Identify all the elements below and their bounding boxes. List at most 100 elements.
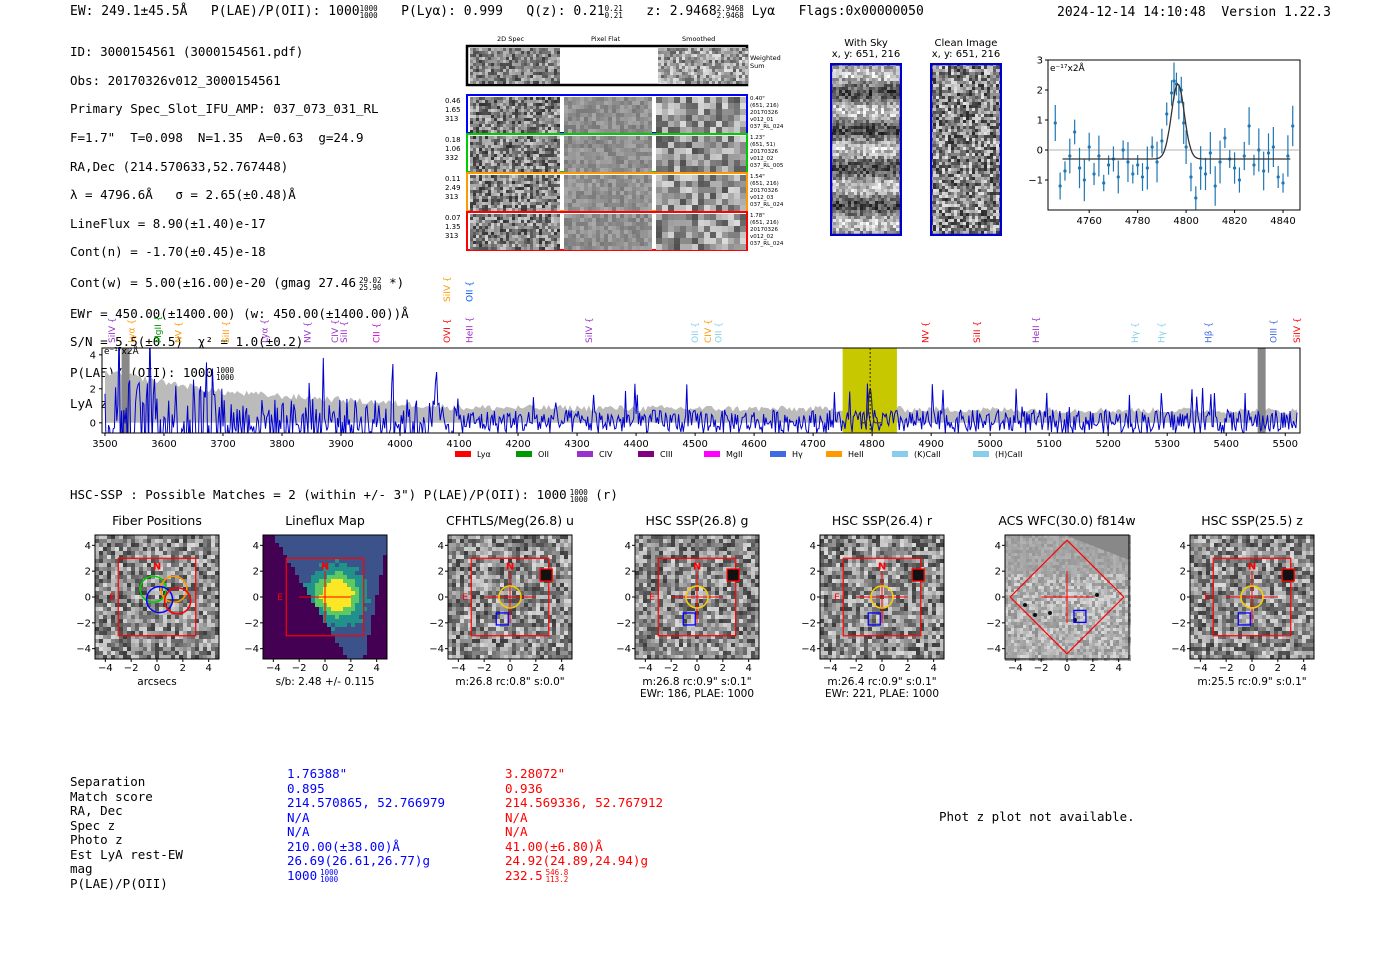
full-spectrum-chart: 3500 3600 3700 3800 3900 4000 4100 4200 4300 4400… <box>90 276 1303 459</box>
match-label: Est LyA rest-EW <box>70 846 183 862</box>
header-right: 2024-12-14 14:10:48 Version 1.22.3 <box>1057 5 1331 20</box>
match1-marker <box>1073 609 1087 624</box>
zoom-data-point <box>1136 163 1140 167</box>
m2-value: 3.28072" <box>505 766 566 781</box>
panel-ytick-label: 0 <box>253 593 259 604</box>
panel-ytick-label: 2 <box>85 567 91 578</box>
spectrum-line-label: OII { <box>715 322 725 343</box>
panel-image-7: N E −4 −4 −2 −2 0 0 2 2 4 4 <box>1171 534 1315 674</box>
spectrum-line-label: CII { <box>372 323 382 343</box>
spectrum-line-label: CIV { <box>704 319 714 343</box>
spectrum-xtick-label: 5400 <box>1214 439 1239 450</box>
panel-ytick-label: 4 <box>1180 541 1186 552</box>
m2-value: 214.569336, 52.767912 <box>505 795 664 810</box>
spectrum-error-envelope <box>104 370 1298 423</box>
zoom-data-point <box>1281 181 1285 185</box>
panel-xtick-label: 2 <box>1275 663 1281 674</box>
east-marker: E <box>277 593 283 603</box>
match2-values: 3.28072" 0.936 214.569336, 52.767912 N/A N/A… <box>505 766 664 884</box>
spectrum-xtick-label: 3700 <box>210 439 235 450</box>
panel-ytick-label: −4 <box>244 644 259 655</box>
cutout-left-label: 0.18 <box>445 136 461 144</box>
cutout-left-label: 1.35 <box>445 223 461 231</box>
col-smoothed: Smoothed <box>682 35 716 43</box>
cutout-pixelflat <box>564 214 652 250</box>
match2-marker <box>911 568 925 582</box>
with-sky-image <box>830 63 902 236</box>
info-ewr: EWr = 450.00(±1400.00) (w: 450.00(±1400.… <box>70 305 409 321</box>
clean-image-title: Clean Image x, y: 651, 216 <box>930 38 1002 60</box>
header-ew: EW: 249.1±45.5Å <box>70 4 188 19</box>
panel-ytick-label: 4 <box>810 541 816 552</box>
panel-xtick-label: −2 <box>849 663 864 674</box>
legend-label: HeII <box>848 450 864 459</box>
legend-swatch <box>826 451 842 457</box>
cutout-left-label: 313 <box>445 193 458 201</box>
spectrum-line-label: SiIV { <box>1293 317 1303 343</box>
match-labels: Separation Match score RA, Dec Spec z Photo … <box>70 774 183 891</box>
panel-ytick-label: 0 <box>438 593 444 604</box>
cutout-smoothed <box>656 214 746 250</box>
legend-label: OII <box>538 450 549 459</box>
east-marker: E <box>109 593 115 603</box>
spectrum-ylabel: e⁻¹⁷x2Å <box>104 345 140 357</box>
acs-source <box>1023 603 1027 607</box>
panel-ytick-label: 0 <box>625 593 631 604</box>
info-contw-text: Cont(w) = 5.00(±16.00)e-20 (gmag 27.46 <box>70 275 356 291</box>
zoom-data-point <box>1257 148 1261 152</box>
panel-xtick-label: −2 <box>1034 663 1049 674</box>
cutout-right-label: 037_RL_005 <box>750 163 784 169</box>
match-label: Photo z <box>70 832 123 847</box>
zoom-data-point <box>1199 166 1203 170</box>
cutout-right-label: v012_02 <box>750 234 774 240</box>
panel-ytick-label: 2 <box>995 567 1001 578</box>
hsc-plae-hi: 1000 <box>569 487 588 497</box>
zoom-data-point <box>1155 160 1159 164</box>
panel-xtick-label: −2 <box>477 663 492 674</box>
north-marker: N <box>1248 561 1256 572</box>
panel-caption: m:26.8 rc:0.8" s:0.0" <box>455 676 565 688</box>
zoom-data-point <box>1160 139 1164 143</box>
info-contw-end: *) <box>381 275 405 291</box>
info-plae-hi: 1000 <box>216 365 235 375</box>
zoom-data-point <box>1286 154 1290 158</box>
search-box <box>1212 557 1292 637</box>
panel-title: HSC SSP(26.4) r <box>831 513 933 528</box>
cutout-pixelflat <box>564 136 652 172</box>
clean-image-label: Clean Image <box>934 38 998 49</box>
panel-xtick-label: 4 <box>930 663 936 674</box>
with-sky-xy: x, y: 651, 216 <box>831 49 901 60</box>
header-qz: Q(z): 0.21 <box>526 4 605 19</box>
m1-value: N/A <box>287 809 310 825</box>
m1-plae-hi: 1000 <box>320 868 339 877</box>
zoom-data-point <box>1182 121 1186 125</box>
north-marker: N <box>321 561 329 572</box>
panel-xtick-label: 0 <box>1249 663 1255 674</box>
spectrum-line-label: Hγ { <box>1157 322 1167 343</box>
lineflux-map <box>263 535 387 659</box>
panel-title: ACS WFC(30.0) f814w <box>998 513 1136 528</box>
spectrum-line-label: NV { <box>175 322 185 343</box>
m2-plae-lo: 113.2 <box>545 875 569 884</box>
panel-xtick-label: 2 <box>720 663 726 674</box>
header-qz-hi: 0.21 <box>604 3 623 13</box>
zoom-data-point <box>1218 160 1222 164</box>
acs-footprint <box>1009 539 1125 655</box>
spectrum-xtick-label: 3500 <box>92 439 117 450</box>
spectrum-line-label: Hβ { <box>1205 322 1215 343</box>
panel-ytick-label: −4 <box>616 644 631 655</box>
zoom-ytick-label: 3 <box>1037 56 1043 67</box>
cutout-right-label: 037_RL_024 <box>750 241 784 247</box>
m2-plae-hi: 546.8 <box>545 868 569 877</box>
zoom-data-point <box>1172 79 1176 83</box>
match1-marker <box>495 612 509 626</box>
panel-xtick-label: −4 <box>266 663 281 674</box>
spectrum-line-label: NV { <box>303 322 313 343</box>
zoom-data-point <box>1184 145 1188 149</box>
legend-swatch <box>638 451 654 457</box>
zoom-data-point <box>1271 145 1275 149</box>
panel-title: Fiber Positions <box>112 513 202 528</box>
aperture-circle <box>1240 585 1264 609</box>
spectrum-xtick-label: 4200 <box>505 439 530 450</box>
info-lambda: λ = 4796.6Å σ = 2.65(±0.48)Å <box>70 187 296 203</box>
